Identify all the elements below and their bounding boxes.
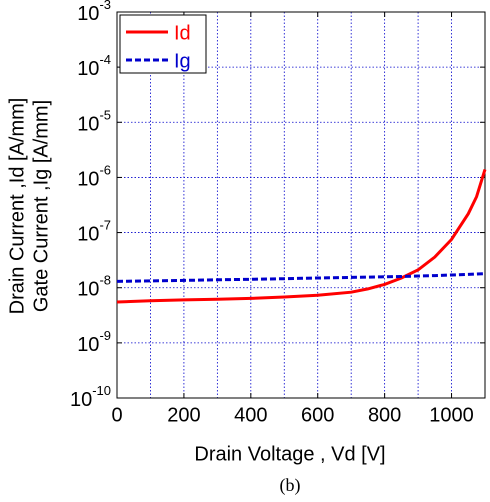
y-axis-label: Drain Current ,Id [A/mm] <box>6 98 28 315</box>
data-line <box>116 168 487 304</box>
legend-label: Id <box>174 22 191 44</box>
y-tick-label: 10-8 <box>77 273 111 301</box>
y-tick-label: 10-10 <box>70 383 111 411</box>
y-axis-label: Gate Current ,Ig [A/mm] <box>30 100 52 312</box>
y-tick-label: 10-3 <box>77 0 111 25</box>
caption: (b) <box>280 475 301 496</box>
data-line <box>116 272 486 283</box>
x-tick-label: 200 <box>167 404 200 426</box>
x-tick-label: 600 <box>301 404 334 426</box>
x-tick-label: 400 <box>234 404 267 426</box>
y-tick-label: 10-6 <box>77 163 111 191</box>
y-tick-label: 10-7 <box>77 218 111 246</box>
plot-frame <box>116 11 486 399</box>
y-tick-label: 10-9 <box>77 328 111 356</box>
x-tick-label: 800 <box>368 404 401 426</box>
x-axis-label: Drain Voltage , Vd [V] <box>194 443 385 465</box>
legend-box <box>119 14 207 74</box>
y-tick-label: 10-5 <box>77 108 111 136</box>
x-tick-label: 0 <box>111 404 122 426</box>
x-tick-label: 1000 <box>429 404 474 426</box>
y-tick-label: 10-4 <box>77 53 111 81</box>
legend-label: Ig <box>174 50 191 72</box>
